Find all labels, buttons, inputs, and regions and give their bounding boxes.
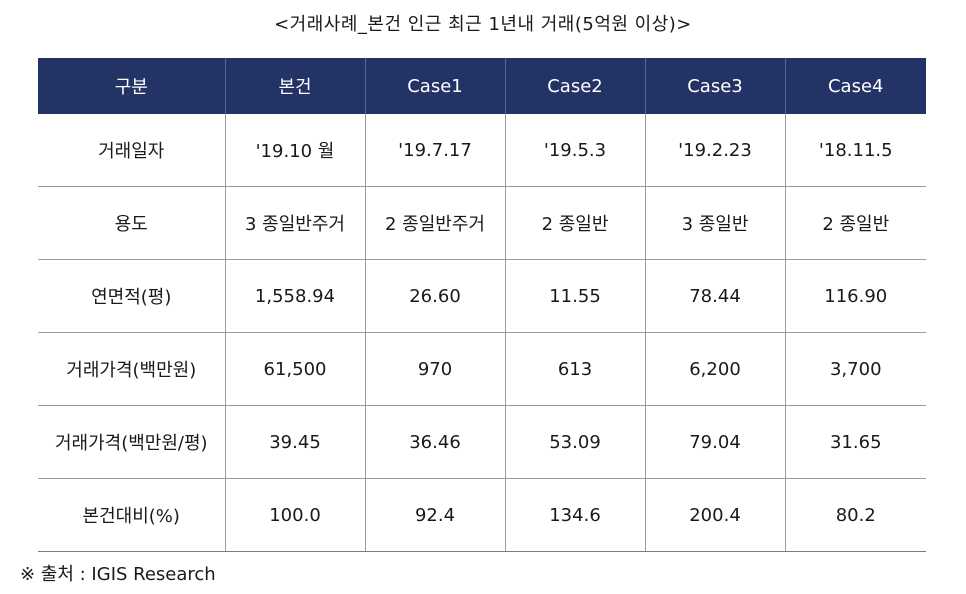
table-cell: 613 [505, 332, 646, 406]
transaction-table: 구분 본건 Case1 Case2 Case3 Case4 거래일자 '19.1… [38, 58, 926, 552]
table-cell: 26.60 [365, 259, 506, 333]
table-row: 본건대비(%) 100.0 92.4 134.6 200.4 80.2 [38, 478, 926, 552]
table-cell: 3,700 [785, 332, 926, 406]
table-row: 연면적(평) 1,558.94 26.60 11.55 78.44 116.90 [38, 259, 926, 333]
table-cell: 92.4 [365, 478, 506, 552]
table-row: 용도 3 종일반주거 2 종일반주거 2 종일반 3 종일반 2 종일반 [38, 186, 926, 260]
table-cell: 39.45 [225, 405, 366, 479]
table-cell: 2 종일반 [505, 186, 646, 260]
row-label: 거래가격(백만원/평) [38, 405, 226, 479]
table-cell: 78.44 [645, 259, 786, 333]
table-cell: '19.10 월 [225, 114, 366, 187]
header-case4: Case4 [785, 58, 926, 114]
header-row: 구분 본건 Case1 Case2 Case3 Case4 [38, 58, 926, 114]
table-cell: '19.7.17 [365, 114, 506, 187]
table-cell: '19.5.3 [505, 114, 646, 187]
table-cell: 6,200 [645, 332, 786, 406]
table-cell: 1,558.94 [225, 259, 366, 333]
table-cell: 970 [365, 332, 506, 406]
table-cell: 3 종일반주거 [225, 186, 366, 260]
row-label: 용도 [38, 186, 226, 260]
row-label: 연면적(평) [38, 259, 226, 333]
table-cell: 116.90 [785, 259, 926, 333]
table-cell: 100.0 [225, 478, 366, 552]
header-subject: 본건 [225, 58, 366, 114]
row-label: 거래일자 [38, 114, 226, 187]
row-label: 본건대비(%) [38, 478, 226, 552]
table-cell: 2 종일반 [785, 186, 926, 260]
table-cell: 80.2 [785, 478, 926, 552]
source-note: ※ 출처 : IGIS Research [20, 564, 216, 585]
table-cell: 200.4 [645, 478, 786, 552]
table-cell: 134.6 [505, 478, 646, 552]
table-cell: 11.55 [505, 259, 646, 333]
table-cell: 61,500 [225, 332, 366, 406]
table-cell: 31.65 [785, 405, 926, 479]
table-cell: 36.46 [365, 405, 506, 479]
table-cell: 53.09 [505, 405, 646, 479]
table-title: <거래사례_본건 인근 최근 1년내 거래(5억원 이상)> [274, 14, 692, 35]
table-row: 거래가격(백만원) 61,500 970 613 6,200 3,700 [38, 332, 926, 406]
table-row: 거래일자 '19.10 월 '19.7.17 '19.5.3 '19.2.23 … [38, 114, 926, 187]
header-case2: Case2 [505, 58, 646, 114]
row-label: 거래가격(백만원) [38, 332, 226, 406]
table-row: 거래가격(백만원/평) 39.45 36.46 53.09 79.04 31.6… [38, 405, 926, 479]
header-case3: Case3 [645, 58, 786, 114]
table-cell: 2 종일반주거 [365, 186, 506, 260]
header-category: 구분 [38, 58, 226, 114]
table-cell: 3 종일반 [645, 186, 786, 260]
table-cell: '18.11.5 [785, 114, 926, 187]
header-case1: Case1 [365, 58, 506, 114]
table-cell: '19.2.23 [645, 114, 786, 187]
table-cell: 79.04 [645, 405, 786, 479]
